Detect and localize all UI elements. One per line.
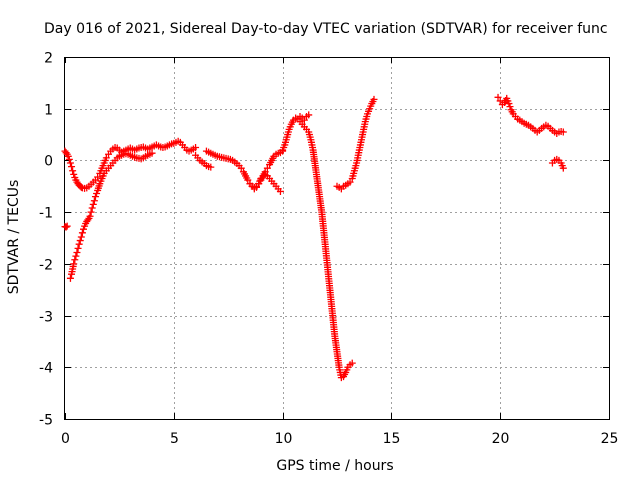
data-point: [86, 212, 94, 220]
x-tick-label: 5: [170, 431, 179, 447]
x-tick-label: 20: [492, 431, 510, 447]
y-tick-label: -4: [39, 361, 53, 377]
data-point: [70, 260, 78, 268]
y-tick-label: -2: [39, 258, 53, 274]
data-point: [91, 193, 99, 201]
data-points: [61, 93, 567, 382]
y-tick-label: 0: [44, 154, 53, 170]
axis-ticks: 0 5 10 15 20 25 -5 -4 -3 -2 -1 0 1 2: [39, 51, 618, 448]
data-point: [506, 103, 514, 111]
data-point: [71, 256, 79, 264]
chart-title: Day 016 of 2021, Sidereal Day-to-day VTE…: [44, 21, 608, 37]
data-point: [62, 223, 70, 231]
data-point: [192, 144, 200, 151]
data-point: [94, 173, 102, 181]
data-point: [72, 252, 80, 260]
x-tick-label: 15: [383, 431, 401, 447]
data-point: [505, 100, 513, 108]
data-point: [74, 244, 82, 252]
data-point: [66, 159, 74, 167]
data-point: [63, 222, 71, 230]
data-point: [494, 93, 502, 101]
data-point: [62, 149, 70, 157]
x-tick-label: 10: [275, 431, 293, 447]
data-point: [237, 164, 245, 172]
data-point: [88, 204, 96, 212]
data-point: [276, 187, 284, 195]
data-point: [64, 152, 72, 160]
data-point: [69, 167, 77, 175]
data-point: [346, 178, 354, 186]
data-point: [73, 248, 81, 256]
data-point: [148, 149, 156, 157]
plot-frame: [64, 57, 610, 420]
y-axis-label: SDTVAR / TECUs: [6, 180, 22, 295]
data-point: [87, 208, 95, 216]
data-point: [559, 128, 567, 136]
x-tick-label: 0: [61, 431, 70, 447]
data-point: [78, 229, 86, 237]
y-tick-label: -5: [39, 413, 53, 429]
data-point: [300, 116, 308, 124]
data-point: [370, 95, 378, 103]
data-point: [207, 163, 215, 171]
y-tick-label: 2: [44, 51, 53, 67]
data-point: [252, 183, 260, 191]
data-point: [348, 359, 356, 367]
x-tick-label: 25: [601, 431, 619, 447]
y-tick-label: 1: [44, 103, 53, 119]
data-point: [77, 233, 85, 241]
data-point: [559, 164, 567, 172]
data-point: [84, 216, 92, 224]
data-point: [68, 163, 76, 171]
y-tick-label: -3: [39, 310, 53, 326]
data-point: [305, 111, 313, 119]
x-axis-label: GPS time / hours: [276, 458, 393, 474]
data-point: [90, 197, 98, 205]
data-point: [102, 154, 110, 162]
data-point: [263, 164, 271, 172]
data-point: [70, 170, 78, 178]
data-point: [79, 225, 87, 233]
data-point: [65, 155, 73, 163]
data-point: [76, 237, 84, 245]
data-point: [89, 200, 97, 208]
y-tick-label: -1: [39, 206, 53, 222]
data-point: [244, 176, 252, 184]
data-point: [66, 274, 74, 282]
data-point: [75, 240, 83, 248]
data-point: [93, 190, 101, 198]
